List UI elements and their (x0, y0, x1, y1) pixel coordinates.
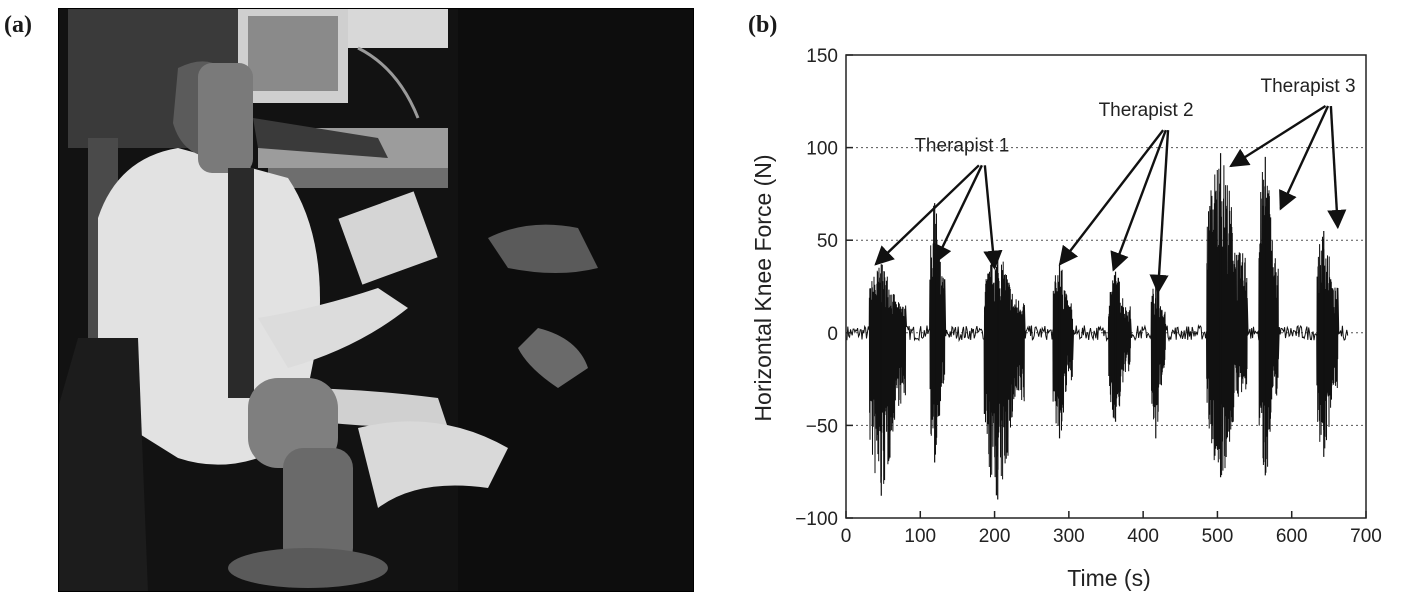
y-tick-label: 150 (806, 46, 838, 67)
y-tick-label: −100 (795, 509, 838, 530)
therapist-annotation: Therapist 1 (914, 135, 1009, 156)
x-tick-label: 500 (1202, 526, 1234, 547)
y-tick-label: 100 (806, 139, 838, 160)
x-tick-label: 300 (1053, 526, 1085, 547)
grid-lines (846, 147, 1366, 426)
x-tick-label: 600 (1276, 526, 1308, 547)
annotation-arrow (1327, 105, 1347, 230)
annotation-arrow (1229, 105, 1327, 168)
annotations: Therapist 1 Therapist 2 Therapist 3 (874, 76, 1356, 294)
annotation-arrow (1149, 130, 1170, 294)
rehabilitation-robot-photo-icon (58, 8, 694, 592)
annotation-arrow (983, 165, 1003, 270)
annotation-arrow (1279, 105, 1330, 211)
annotation-arrow (933, 164, 983, 265)
annotation-arrow (874, 164, 980, 266)
annotation-arrow (1110, 129, 1167, 272)
x-tick-label: 700 (1350, 526, 1382, 547)
therapist-annotation: Therapist 2 (1099, 100, 1194, 121)
x-tick-label: 0 (841, 526, 852, 547)
y-axis-label: Horizontal Knee Force (N) (750, 154, 776, 421)
panel-a-label: (a) (4, 12, 32, 38)
x-tick-label: 200 (979, 526, 1011, 547)
panel-b-label: (b) (748, 12, 778, 38)
axis-ticks: 0 100 200 300 400 500 600 700 −100 −50 0 50 100 150 (795, 46, 1382, 547)
plot-frame (845, 54, 1367, 519)
x-tick-label: 400 (1127, 526, 1159, 547)
force-series (846, 153, 1349, 500)
force-signal-line (846, 165, 1349, 496)
x-tick-label: 100 (904, 526, 936, 547)
y-tick-label: 0 (827, 324, 838, 345)
annotation-arrow (1058, 129, 1165, 266)
y-tick-label: −50 (806, 416, 838, 437)
x-axis-label: Time (s) (1067, 565, 1150, 591)
knee-force-chart: 0 100 200 300 400 500 600 700 −100 −50 0 50 100 150 T… (750, 46, 1382, 591)
y-tick-label: 50 (817, 231, 838, 252)
therapist-annotation: Therapist 3 (1261, 76, 1356, 97)
